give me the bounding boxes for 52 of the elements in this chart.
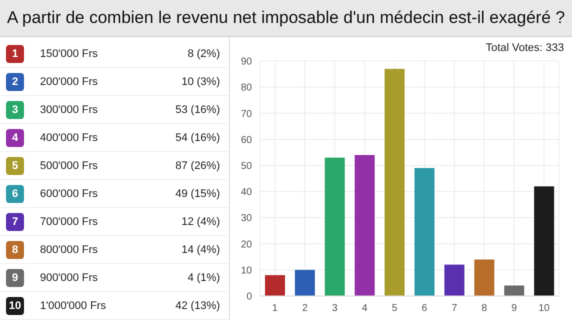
y-tick-label: 20: [240, 239, 252, 250]
text: 42 (13%): [175, 300, 220, 312]
x-tick-label: 1: [272, 303, 278, 314]
text: Total Votes: 333: [486, 42, 564, 54]
text: 14 (4%): [181, 244, 220, 256]
text: 4 (1%): [188, 272, 220, 284]
number-badge: 2: [6, 72, 24, 90]
y-tick-label: 0: [246, 292, 252, 303]
number-badge: 4: [6, 128, 24, 146]
x-tick-label: 4: [362, 303, 368, 314]
text: 54 (16%): [175, 132, 220, 144]
number-badge: 5: [6, 156, 24, 174]
text: 87 (26%): [175, 160, 220, 172]
text: 49 (15%): [175, 188, 220, 200]
text: 600'000 Frs: [40, 188, 99, 200]
number-badge: 6: [6, 184, 24, 202]
text: 900'000 Frs: [40, 272, 99, 284]
number-badge: 7: [6, 212, 24, 230]
y-tick-label: 80: [240, 82, 252, 94]
number-badge: 3: [6, 100, 24, 118]
number-badge: 10: [6, 296, 24, 314]
text: 200'000 Frs: [40, 76, 99, 88]
text: 8 (2%): [188, 48, 220, 60]
y-tick-label: 70: [240, 108, 252, 120]
x-tick-label: 7: [452, 303, 458, 314]
y-tick-label: 10: [240, 265, 252, 276]
text: 12 (4%): [181, 216, 220, 228]
y-tick-label: 50: [240, 160, 252, 172]
text: 10 (3%): [181, 76, 220, 88]
text: 300'000 Frs: [40, 104, 99, 116]
x-tick-label: 2: [302, 303, 308, 314]
text: 800'000 Frs: [40, 244, 99, 256]
text: 1'000'000 Frs: [40, 300, 107, 312]
y-tick-label: 60: [240, 134, 252, 146]
y-tick-label: 90: [240, 56, 252, 68]
number-badge: 1: [6, 44, 24, 62]
number-badge: 8: [6, 240, 24, 258]
x-tick-label: 6: [422, 303, 428, 314]
y-tick-label: 40: [240, 187, 252, 198]
y-tick-label: 30: [240, 213, 252, 224]
x-tick-label: 3: [332, 303, 338, 314]
x-tick-label: 10: [538, 303, 550, 314]
text: 53 (16%): [175, 104, 220, 116]
chart-title: A partir de combien le revenu net imposable d'un médecin est-il exagéré ?: [0, 0, 572, 37]
text: 700'000 Frs: [40, 216, 99, 228]
x-tick-label: 9: [511, 303, 518, 314]
x-tick-label: 5: [392, 303, 398, 314]
text: 500'000 Frs: [40, 160, 99, 172]
text: 150'000 Frs: [40, 48, 99, 60]
number-badge: 9: [6, 268, 24, 286]
text: 400'000 Frs: [40, 132, 99, 144]
x-tick-label: 8: [481, 303, 488, 314]
